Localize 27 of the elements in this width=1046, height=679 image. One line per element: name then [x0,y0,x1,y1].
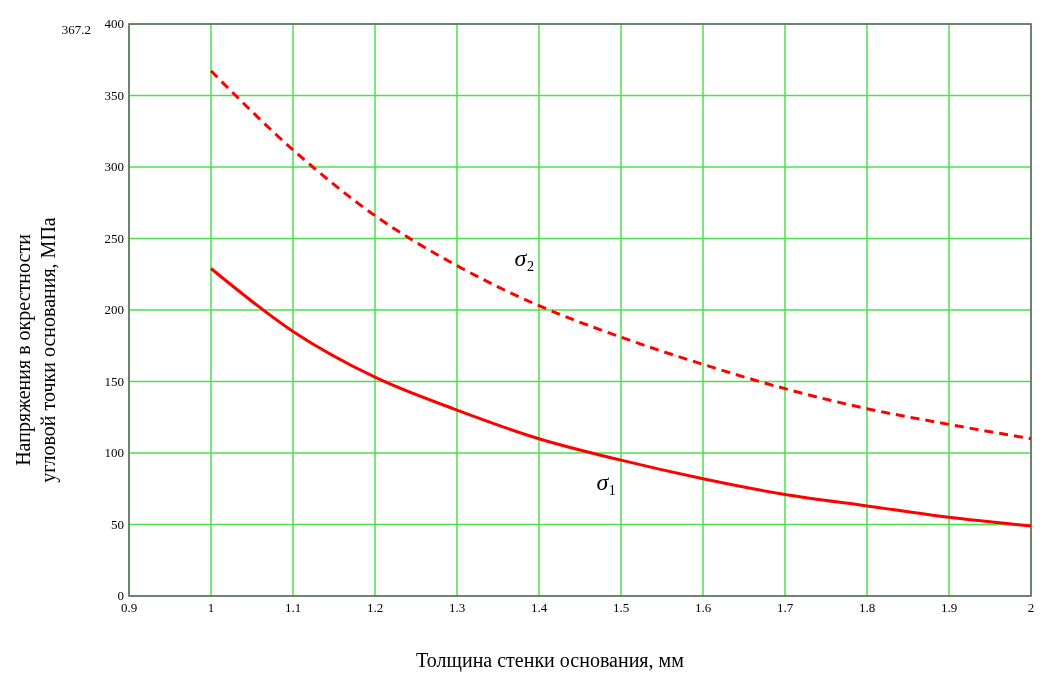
y-tick-label: 50 [111,516,124,532]
x-tick-label: 1.2 [366,600,384,615]
y-tick-label: 150 [104,373,124,389]
x-tick-label: 1.1 [284,600,302,615]
x-tick-label: 1 [207,600,215,615]
line-series [209,69,1033,441]
x-tick-label: 1.8 [858,600,876,615]
y-tick-label: 400 [104,16,124,31]
y-tick-label: 100 [104,445,124,460]
x-tick-label: 1.4 [530,600,548,615]
text: 367.2 [61,22,91,37]
y-axis-title: Напряжения в окрестности угловой точки основания, МПа [12,217,60,483]
series-label: σ₁ [596,468,617,495]
y-tick-label: 200 [104,302,124,317]
x-axis-title: Толщина стенки основания, мм [416,649,685,672]
x-tick-label: 2 [1027,600,1035,615]
x-tick-label: 1.7 [776,600,794,615]
x-tick-label: 1.6 [694,600,712,615]
series-label: σ₂ [514,244,535,271]
y-tick-label: 0 [117,588,124,603]
y-tick-label: 250 [104,230,124,246]
y-tick-label: 300 [104,159,124,174]
x-tick-label: 0.9 [120,600,138,615]
x-tick-label: 1.3 [448,600,466,615]
y-tick-label: 350 [104,87,124,103]
x-tick-label: 1.9 [940,600,958,615]
x-tick-label: 1.5 [612,600,630,615]
